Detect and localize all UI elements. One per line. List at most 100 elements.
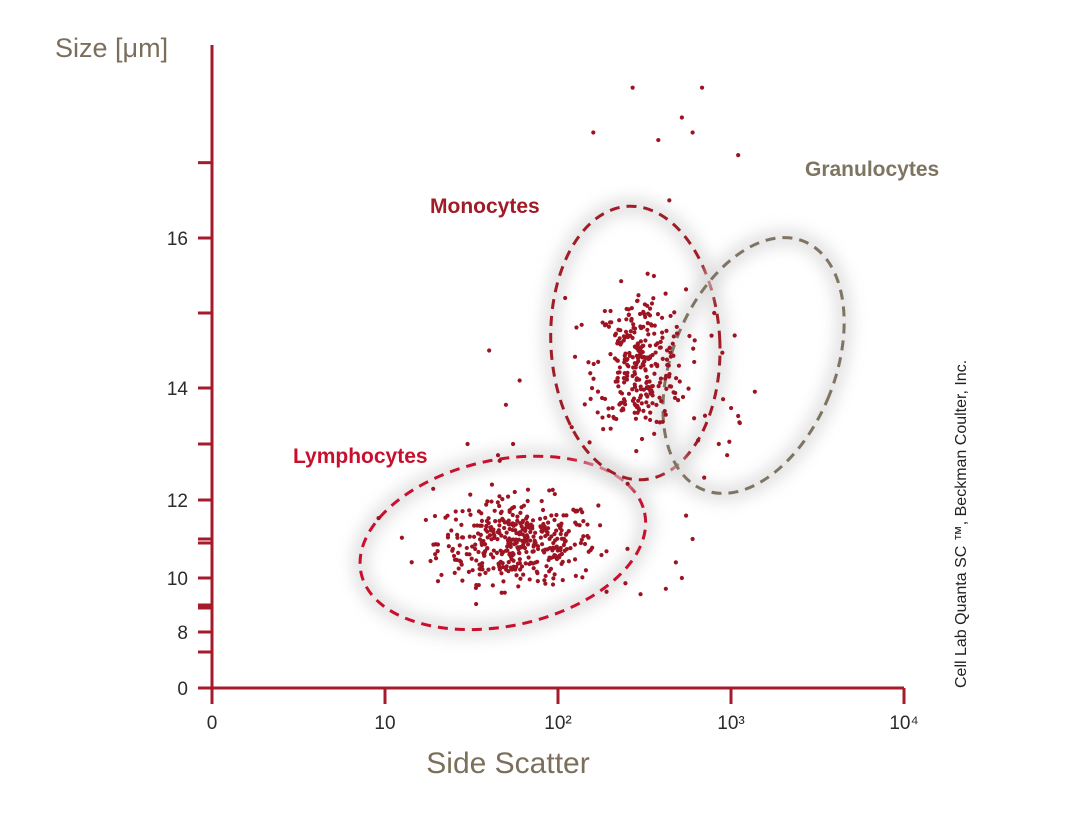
data-point [591, 130, 596, 135]
data-point [663, 291, 668, 296]
data-point [639, 401, 644, 406]
data-point [451, 553, 457, 559]
data-point [485, 546, 490, 551]
data-point [659, 315, 665, 320]
data-point [535, 559, 540, 564]
data-point [511, 552, 516, 557]
data-point [483, 570, 488, 575]
data-point [554, 544, 559, 549]
data-point [611, 414, 616, 420]
data-point [540, 507, 546, 513]
data-point [470, 568, 475, 573]
data-point [671, 334, 676, 339]
data-point [531, 566, 536, 571]
data-point [517, 530, 523, 535]
data-point [551, 540, 556, 546]
data-point [668, 350, 673, 355]
data-point [544, 564, 549, 569]
x-tick-label: 10² [544, 713, 571, 734]
data-point [668, 384, 674, 389]
data-point [555, 548, 560, 553]
data-point [597, 523, 603, 528]
data-point [643, 415, 648, 420]
data-point [599, 552, 604, 558]
data-point [634, 353, 639, 358]
data-point [608, 308, 613, 314]
data-point [559, 551, 565, 557]
data-point [556, 523, 561, 528]
data-point [508, 544, 513, 549]
data-point [423, 517, 428, 523]
data-point [525, 542, 531, 547]
data-point [546, 557, 551, 563]
data-point [475, 523, 480, 528]
data-point [662, 408, 667, 414]
data-point [736, 413, 741, 419]
data-point [553, 553, 558, 558]
data-point [652, 431, 657, 436]
data-point [632, 361, 637, 366]
data-point [433, 552, 438, 557]
data-point [491, 548, 496, 553]
data-point [581, 534, 586, 539]
data-point [449, 528, 454, 533]
data-point [736, 153, 741, 158]
data-point [621, 380, 627, 385]
data-point [564, 513, 569, 518]
data-point [619, 279, 624, 284]
data-point [676, 398, 681, 403]
data-point [676, 363, 682, 368]
data-point [655, 312, 661, 317]
data-point [484, 502, 489, 507]
data-point [638, 339, 643, 344]
data-point [644, 374, 649, 380]
credit-text: Cell Lab Quanta SC ™, Beckman Coulter, I… [953, 360, 970, 688]
data-point [617, 402, 622, 407]
data-point [452, 570, 457, 575]
data-point [541, 521, 546, 527]
y-axis-title: Size [μm] [55, 33, 168, 63]
data-point [579, 537, 584, 542]
data-point [720, 397, 726, 402]
data-point [648, 410, 653, 415]
data-point [638, 324, 643, 329]
data-point [528, 538, 533, 543]
data-point [664, 357, 670, 362]
data-point [630, 85, 635, 90]
data-point [586, 360, 591, 365]
data-point [514, 573, 519, 578]
data-point [600, 415, 605, 420]
data-point [617, 365, 622, 370]
data-point [591, 376, 596, 381]
data-point [607, 320, 613, 325]
data-point [535, 579, 540, 584]
data-point [725, 453, 730, 458]
data-point [460, 578, 465, 583]
data-point [537, 516, 543, 521]
data-point [433, 556, 439, 561]
data-point [464, 545, 469, 551]
data-point [485, 535, 490, 540]
data-point [691, 346, 696, 351]
data-point [495, 500, 500, 505]
data-point [512, 489, 517, 495]
data-point [523, 526, 528, 531]
data-point [550, 548, 555, 553]
data-point [642, 359, 647, 364]
data-point [629, 306, 634, 311]
data-point [589, 386, 595, 391]
data-point [534, 569, 539, 574]
data-point [600, 320, 605, 325]
data-point [491, 529, 496, 535]
data-point [500, 564, 506, 570]
data-point [663, 412, 668, 417]
data-point [617, 318, 622, 323]
data-point [485, 499, 490, 504]
data-point [610, 405, 615, 411]
data-point [515, 518, 520, 523]
data-point [563, 538, 568, 544]
data-point [625, 546, 630, 551]
data-point [446, 544, 451, 549]
data-point [658, 339, 663, 344]
data-point [539, 542, 545, 547]
